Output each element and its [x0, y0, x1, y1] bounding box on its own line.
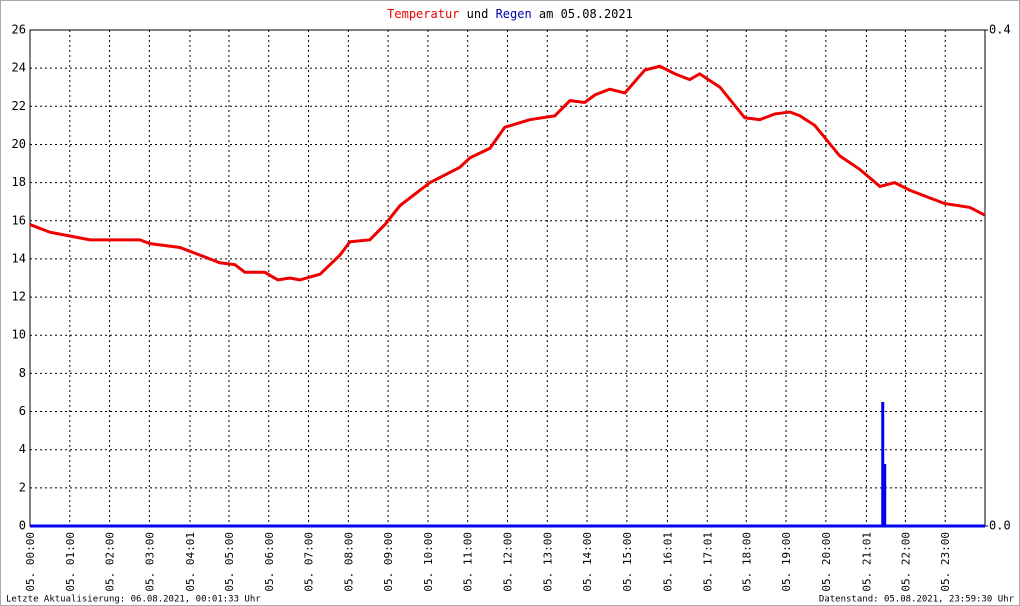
y-tick-label: 0	[19, 519, 26, 533]
x-tick-label: 05. 10:00	[422, 532, 435, 592]
plot-area	[29, 29, 986, 527]
x-tick-label: 05. 13:00	[541, 532, 554, 592]
y-tick-label: 26	[12, 23, 26, 37]
y-tick-label: 20	[12, 137, 26, 151]
x-tick-label: 05. 14:00	[581, 532, 594, 592]
y-tick-label: 22	[12, 99, 26, 113]
y-tick-label: 16	[12, 213, 26, 227]
x-tick-label: 05. 17:01	[701, 532, 714, 592]
x-tick-label: 05. 06:00	[263, 532, 276, 592]
x-tick-label: 05. 20:00	[820, 532, 833, 592]
footer-right: Datenstand: 05.08.2021, 23:59:30 Uhr	[819, 595, 1015, 605]
x-tick-label: 05. 22:00	[899, 532, 912, 592]
footer-left: Letzte Aktualisierung: 06.08.2021, 00:01…	[6, 595, 261, 605]
x-tick-label: 05. 11:00	[462, 532, 475, 592]
x-tick-label: 05. 12:00	[502, 532, 515, 592]
x-tick-label: 05. 19:00	[780, 532, 793, 592]
y-tick-label: 2	[19, 480, 26, 494]
y2-tick-label: 0.4	[989, 23, 1011, 37]
x-tick-label: 05. 04:01	[184, 532, 197, 592]
x-tick-label: 05. 05:00	[223, 532, 236, 592]
x-tick-label: 05. 01:00	[64, 532, 77, 592]
x-tick-label: 05. 15:00	[621, 532, 634, 592]
title-temp: Temperatur	[387, 7, 459, 21]
x-tick-label: 05. 21:01	[860, 532, 873, 592]
y-tick-label: 4	[19, 442, 26, 456]
y-tick-label: 6	[19, 404, 26, 418]
chart-title: Temperatur und Regen am 05.08.2021	[387, 7, 633, 21]
x-tick-label: 05. 03:00	[143, 532, 156, 592]
x-tick-label: 05. 00:00	[24, 532, 37, 592]
x-tick-label: 05. 02:00	[104, 532, 117, 592]
x-tick-label: 05. 23:00	[939, 532, 952, 592]
x-tick-label: 05. 18:00	[740, 532, 753, 592]
title-rain: Regen	[496, 7, 532, 21]
y-tick-label: 14	[12, 251, 26, 265]
x-tick-label: 05. 16:01	[661, 532, 674, 592]
y-tick-label: 18	[12, 175, 26, 189]
temperature-line	[29, 64, 986, 282]
x-tick-label: 05. 09:00	[382, 532, 395, 592]
x-tick-label: 05. 07:00	[303, 532, 316, 592]
y2-tick-label: 0.0	[989, 519, 1011, 533]
y-tick-label: 24	[12, 61, 26, 75]
y-tick-label: 8	[19, 366, 26, 380]
title-und: und	[467, 7, 489, 21]
x-tick-label: 05. 08:00	[342, 532, 355, 592]
y-tick-label: 12	[12, 290, 26, 304]
rain-bar	[881, 402, 885, 526]
rain-bar	[883, 464, 887, 526]
title-date: am 05.08.2021	[539, 7, 633, 21]
y-tick-label: 10	[12, 328, 26, 342]
